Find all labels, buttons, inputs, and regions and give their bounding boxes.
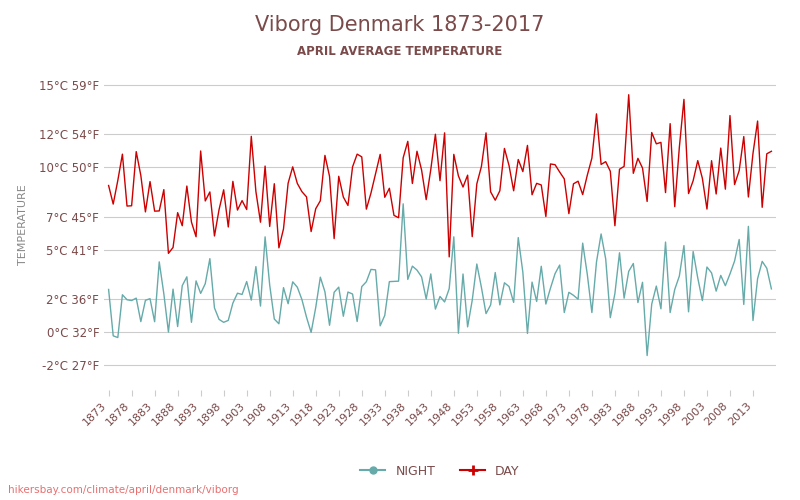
Legend: NIGHT, DAY: NIGHT, DAY [355,460,525,483]
Text: APRIL AVERAGE TEMPERATURE: APRIL AVERAGE TEMPERATURE [298,45,502,58]
Text: Viborg Denmark 1873-2017: Viborg Denmark 1873-2017 [255,15,545,35]
Text: hikersbay.com/climate/april/denmark/viborg: hikersbay.com/climate/april/denmark/vibo… [8,485,238,495]
Y-axis label: TEMPERATURE: TEMPERATURE [18,184,28,266]
